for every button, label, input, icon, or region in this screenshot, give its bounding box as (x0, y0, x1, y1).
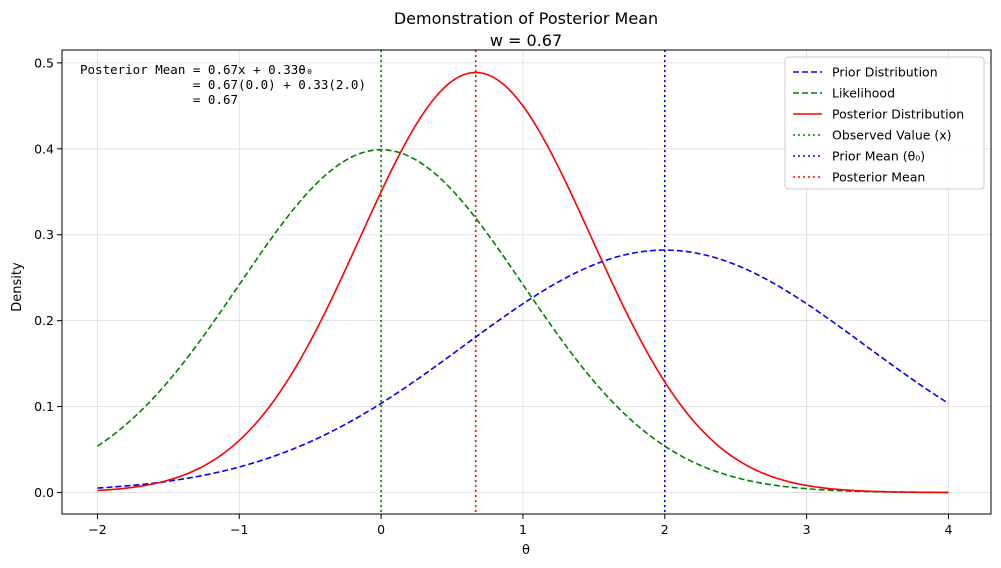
y-tick-label: 0.4 (34, 141, 54, 156)
posterior-mean-annotation: Posterior Mean = 0.67x + 0.33θ₀ = 0.67(0… (80, 62, 366, 107)
x-tick-label: 3 (803, 522, 811, 537)
y-tick-label: 0.2 (34, 313, 54, 328)
x-axis-label: θ (522, 543, 530, 558)
legend: Prior Distribution Likelihood Posterior Di… (784, 56, 985, 190)
x-tick-label: 2 (661, 522, 669, 537)
plot-frame (61, 49, 992, 515)
x-tick-label: −1 (230, 522, 248, 537)
legend-label: Observed Value (x) (832, 128, 952, 143)
legend-label: Posterior Distribution (832, 107, 964, 122)
x-axis-ticks: −2 −1 0 1 2 3 4 (88, 514, 952, 537)
legend-label: Likelihood (832, 86, 895, 101)
annotation-line: = 0.67(0.0) + 0.33(2.0) (80, 77, 366, 92)
series-posterior-distribution (97, 71, 949, 494)
annotation-line: Posterior Mean = 0.67x + 0.33θ₀ (80, 62, 313, 77)
series-prior-distribution (97, 249, 949, 489)
annotation-line: = 0.67 (80, 92, 238, 107)
series-likelihood (97, 148, 949, 494)
series-curves (97, 71, 949, 494)
y-tick-label: 0.0 (34, 485, 54, 500)
x-tick-label: 4 (944, 522, 952, 537)
vertical-reference-lines (380, 50, 666, 514)
y-axis-ticks: 0.0 0.1 0.2 0.3 0.4 0.5 (34, 55, 62, 500)
x-tick-label: −2 (88, 522, 106, 537)
y-tick-label: 0.5 (34, 55, 54, 70)
chart-title: Demonstration of Posterior Mean (394, 9, 658, 28)
y-tick-label: 0.3 (34, 227, 54, 242)
legend-label: Prior Mean (θ₀) (832, 149, 925, 164)
x-tick-label: 0 (377, 522, 385, 537)
legend-label: Prior Distribution (832, 65, 938, 80)
x-tick-label: 1 (519, 522, 527, 537)
y-tick-label: 0.1 (34, 399, 54, 414)
y-axis-label: Density (10, 262, 25, 312)
legend-label: Posterior Mean (832, 170, 925, 185)
chart-subtitle: w = 0.67 (490, 31, 562, 50)
legend-box (784, 56, 985, 190)
